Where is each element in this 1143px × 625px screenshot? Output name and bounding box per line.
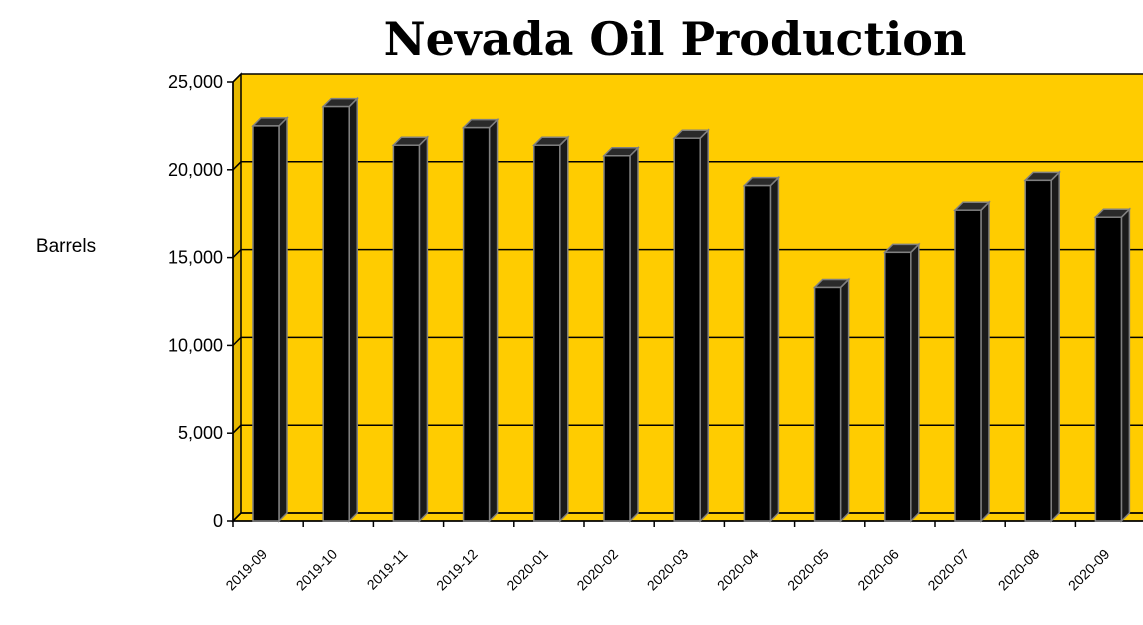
plot-side-wall — [232, 72, 242, 523]
bar — [742, 175, 781, 523]
x-tick-label: 2019-12 — [433, 546, 481, 594]
x-tick-label: 2020-05 — [784, 546, 832, 594]
bar-side — [980, 200, 990, 523]
bar-side — [348, 96, 358, 523]
x-tick-label: 2020-04 — [714, 546, 762, 594]
y-axis-label: Barrels — [36, 236, 96, 257]
gridline-depth — [232, 336, 242, 346]
bar-front — [1024, 179, 1052, 522]
bar-front — [813, 286, 842, 522]
x-tick-label: 2020-02 — [573, 546, 621, 594]
bar-front — [533, 144, 561, 522]
y-tick-label: 20,000 — [168, 160, 223, 180]
bar-front — [884, 251, 912, 522]
bar — [251, 116, 289, 523]
gridline-depth — [232, 512, 242, 522]
x-tick-label: 2019-11 — [364, 546, 411, 593]
x-tick-label: 2019-10 — [293, 546, 341, 594]
bar — [602, 145, 640, 523]
x-tick-label: 2020-08 — [995, 546, 1043, 594]
bar-side — [839, 277, 850, 523]
bar — [812, 277, 851, 523]
bar-side — [699, 128, 709, 523]
bar — [321, 96, 360, 523]
bar-side — [629, 145, 639, 523]
bar-side — [910, 242, 920, 523]
bar-side — [1120, 207, 1131, 523]
x-tick-label: 2019-09 — [222, 546, 270, 594]
x-axis-ticks: 2019-09 2019-10 2019-11 2019-12 2020-01 2020-… — [222, 521, 1113, 594]
bar-front — [673, 137, 701, 522]
bar-side — [418, 135, 429, 523]
y-tick-label: 0 — [213, 511, 223, 531]
chart-title: Nevada Oil Production — [384, 12, 967, 66]
bar-front — [392, 144, 421, 522]
bar — [672, 128, 711, 523]
bar-front — [322, 105, 350, 522]
bar — [953, 200, 991, 523]
bar-side — [559, 135, 569, 523]
x-tick-label: 2020-03 — [644, 546, 692, 594]
bar-front — [1094, 216, 1123, 522]
bar-front — [743, 184, 772, 522]
bar — [1093, 207, 1132, 523]
bar — [1023, 170, 1062, 523]
bar-side — [1050, 170, 1060, 523]
bar-front — [462, 126, 491, 522]
bar — [461, 117, 500, 523]
y-tick-label: 5,000 — [178, 423, 223, 443]
bar-front — [252, 125, 280, 522]
bar-side — [278, 116, 288, 523]
bar-side — [769, 175, 780, 523]
gridline-depth — [232, 73, 242, 83]
y-axis-ticks: 0 5,000 10,000 15,000 20,000 25,000 — [168, 72, 233, 531]
y-tick-label: 15,000 — [168, 248, 223, 268]
bar-front — [603, 155, 631, 522]
gridline-depth — [232, 161, 242, 171]
x-tick-label: 2020-06 — [854, 546, 902, 594]
y-tick-label: 25,000 — [168, 72, 223, 92]
x-tick-label: 2020-09 — [1065, 546, 1113, 594]
bar — [531, 135, 570, 523]
gridline-depth — [232, 249, 242, 259]
x-tick-label: 2020-07 — [924, 546, 972, 594]
bar — [391, 135, 430, 523]
bars — [251, 96, 1132, 523]
bar-side — [488, 117, 499, 523]
y-tick-label: 10,000 — [168, 335, 223, 355]
x-tick-label: 2020-01 — [503, 546, 551, 594]
gridline-depth — [232, 424, 242, 434]
bar — [882, 242, 921, 523]
bar-front — [954, 209, 982, 522]
